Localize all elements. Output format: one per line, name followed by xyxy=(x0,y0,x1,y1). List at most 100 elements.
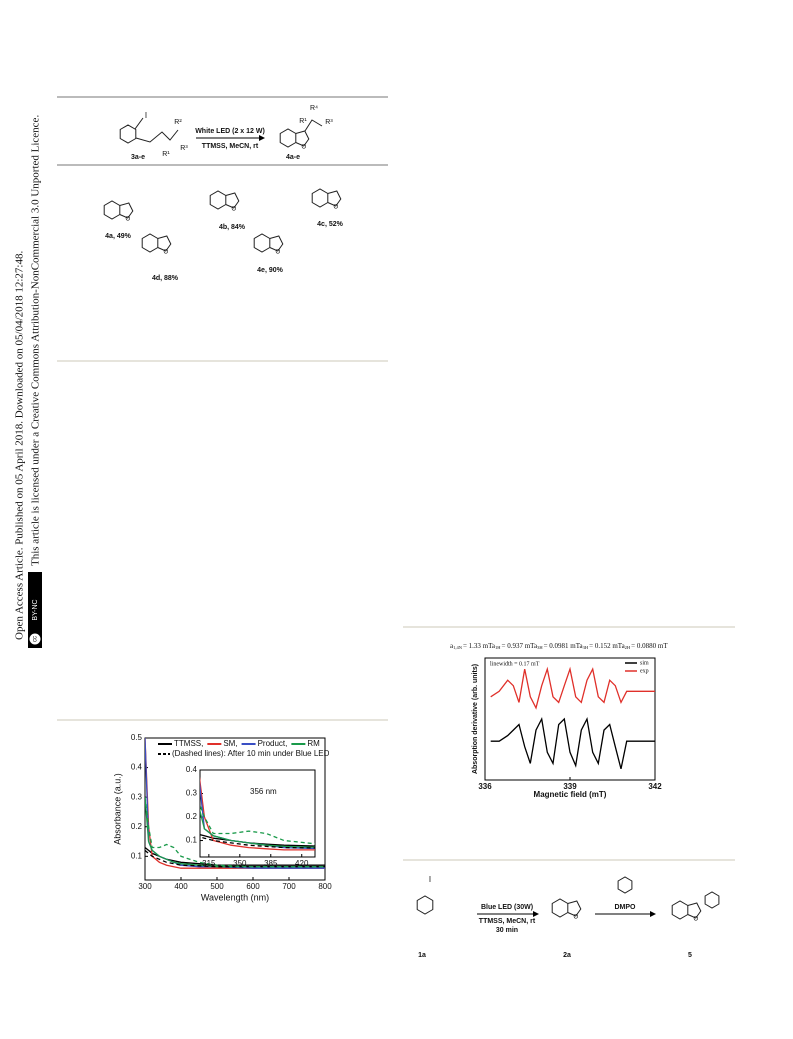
sidebar-text: This article is licensed under a Creativ… xyxy=(30,115,42,566)
label: Blue LED (30W) xyxy=(481,904,533,911)
y-tick-label: 0.2 xyxy=(186,812,198,821)
x-tick-label: 700 xyxy=(282,882,296,891)
label: 5 xyxy=(688,952,692,959)
y-tick-label: 0.4 xyxy=(186,765,198,774)
y-axis-label: Absorption derivative (arb. units) xyxy=(472,664,479,774)
label: 4b, 84% xyxy=(219,224,246,231)
label: TTMSS, MeCN, rt xyxy=(479,918,536,925)
symbol: a xyxy=(492,642,496,650)
subscript: 3H xyxy=(583,645,589,650)
ring xyxy=(279,128,297,148)
bond xyxy=(304,119,323,132)
label: 4e, 90% xyxy=(257,267,283,274)
value: = 0.152 mT xyxy=(589,642,623,650)
annotation: a1,4N= 1.33 mTa1H= 0.937 mTa3H= 0.0981 m… xyxy=(450,642,668,651)
x-tick-label: 800 xyxy=(318,882,332,891)
bond xyxy=(134,117,179,143)
annotation: linewidth = 0.17 mT xyxy=(490,661,540,667)
ring xyxy=(687,902,702,919)
label: R³ xyxy=(180,145,188,152)
y-tick-label: 0.5 xyxy=(131,733,143,742)
y-tick-label: 0.4 xyxy=(131,763,143,772)
atom: O xyxy=(231,207,236,213)
label: 4c, 52% xyxy=(317,221,343,228)
subscript: 2H xyxy=(625,645,631,650)
label: 4d, 88% xyxy=(152,275,179,282)
x-axis-label: Wavelength (nm) xyxy=(201,892,269,902)
license-badge xyxy=(28,572,42,648)
x-tick-label: 300 xyxy=(138,882,152,891)
badge-text: BY-NC xyxy=(32,599,39,620)
atom: O xyxy=(573,915,578,921)
label: White LED (2 x 12 W) xyxy=(195,128,265,135)
label: TTMSS, MeCN, rt xyxy=(202,143,259,150)
ring xyxy=(617,876,633,894)
data-line xyxy=(200,808,315,848)
y-tick-label: 0.1 xyxy=(186,836,198,845)
value: = 1.33 mT xyxy=(463,642,493,650)
ring xyxy=(269,235,284,252)
legend-note: (Dashed lines): After 10 min under Blue … xyxy=(172,749,330,758)
ring xyxy=(567,900,582,917)
cc-icon xyxy=(28,632,42,646)
sidebar-text: Open Access Article. Published on 05 Apr… xyxy=(14,251,26,640)
legend-label: SM, xyxy=(223,739,237,748)
y-tick-label: 0.2 xyxy=(131,822,143,831)
data-line xyxy=(200,833,315,847)
ring xyxy=(209,190,227,210)
label: I xyxy=(429,875,431,884)
ring xyxy=(327,190,342,207)
label: 2a xyxy=(563,952,571,959)
ring xyxy=(119,124,137,144)
ring xyxy=(141,233,159,253)
x-tick-label: 385 xyxy=(264,859,278,868)
ring xyxy=(416,895,434,915)
label: R¹ xyxy=(162,151,170,158)
label: 4a, 49% xyxy=(105,233,131,240)
atom: O xyxy=(301,145,306,151)
data-line xyxy=(145,797,325,868)
ring xyxy=(311,188,329,208)
ring xyxy=(103,200,121,220)
data-line xyxy=(200,803,315,845)
ring xyxy=(295,130,310,147)
x-tick-label: 336 xyxy=(478,782,492,791)
atom: O xyxy=(693,917,698,923)
x-tick-label: 500 xyxy=(210,882,224,891)
label: I xyxy=(145,111,147,120)
symbol: a xyxy=(580,642,584,650)
plot-frame xyxy=(144,737,326,881)
ring xyxy=(225,192,240,209)
legend-label: exp xyxy=(640,668,649,674)
x-tick-label: 420 xyxy=(295,859,309,868)
x-tick-label: 315 xyxy=(202,859,216,868)
x-tick-label: 342 xyxy=(648,782,662,791)
x-tick-label: 400 xyxy=(174,882,188,891)
ring xyxy=(253,233,271,253)
label: R¹ xyxy=(299,118,307,125)
x-tick-label: 339 xyxy=(563,782,577,791)
subscript: 3H xyxy=(537,645,543,650)
label: R³ xyxy=(325,119,333,126)
value: = 0.937 mT xyxy=(502,642,536,650)
plot-frame xyxy=(484,657,656,781)
y-tick-label: 0.3 xyxy=(131,792,143,801)
data-line xyxy=(490,716,655,770)
legend-label: RM xyxy=(307,739,320,748)
data-line xyxy=(200,776,315,851)
x-tick-label: 350 xyxy=(233,859,247,868)
cc-text: cc xyxy=(33,636,39,642)
label: 4a-e xyxy=(286,154,300,161)
y-tick-label: 0.1 xyxy=(131,851,143,860)
label: 1a xyxy=(418,952,426,959)
legend-label: TTMSS, xyxy=(174,739,203,748)
ring xyxy=(671,900,689,920)
data-line xyxy=(200,836,315,849)
label: R² xyxy=(174,119,182,126)
legend-label: sim xyxy=(640,660,649,666)
legend-label: Product, xyxy=(258,739,288,748)
symbol: a xyxy=(622,642,626,650)
atom: O xyxy=(333,205,338,211)
